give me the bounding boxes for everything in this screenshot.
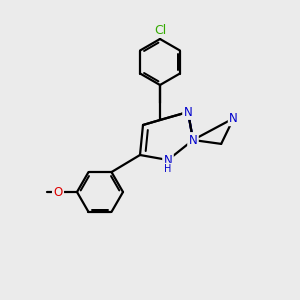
Text: O: O: [53, 185, 63, 199]
Text: N: N: [229, 112, 238, 125]
Text: N: N: [184, 106, 192, 118]
Text: N: N: [189, 134, 197, 146]
Text: H: H: [164, 164, 172, 174]
Text: Cl: Cl: [154, 23, 166, 37]
Text: N: N: [164, 154, 172, 167]
